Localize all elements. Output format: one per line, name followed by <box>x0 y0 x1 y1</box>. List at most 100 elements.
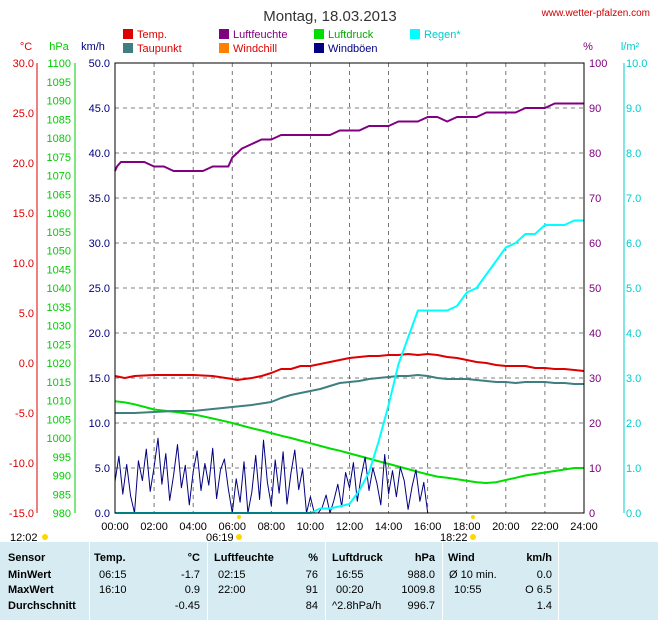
rain-axis-tick-label: 10.0 <box>626 58 647 70</box>
pressure-axis-tick-label: 1000 <box>47 433 71 445</box>
chart-legend: Temp. Luftfeuchte Luftdruck Regen* Taupunkt W… <box>123 29 461 55</box>
pressure-axis-tick-label: 1055 <box>47 227 71 239</box>
temp-axis-tick-label: 25.0 <box>13 108 34 120</box>
weather-chart: Montag, 18.03.2013 www.wetter-pfalzen.co… <box>8 8 650 542</box>
pressure-axis-tick-label: 1030 <box>47 321 71 333</box>
chart-grid <box>115 63 584 513</box>
pressure-axis-tick-label: 995 <box>53 452 71 464</box>
temp-axis-tick-label: 5.0 <box>19 308 34 320</box>
x-axis-tick-label: 04:00 <box>179 521 207 533</box>
series-line-luftdruck <box>114 400 584 484</box>
humidity-axis-tick-label: 100 <box>589 58 607 70</box>
temp-axis-tick-label: 20.0 <box>13 158 34 170</box>
humidity-axis-tick-label: 50 <box>589 283 601 295</box>
pressure-axis-tick-label: 1090 <box>47 96 71 108</box>
wind-axis-tick-label: 25.0 <box>89 283 110 295</box>
legend-swatch <box>123 29 133 39</box>
wind-axis-tick-label: 40.0 <box>89 148 110 160</box>
stats-temp-time: 06:15 <box>99 569 127 581</box>
humidity-axis-tick-label: 60 <box>589 238 601 250</box>
humidity-axis-unit: % <box>583 41 593 53</box>
wind-axis-tick-label: 5.0 <box>95 463 110 475</box>
pressure-axis-tick-label: 1040 <box>47 283 71 295</box>
stats-temp-value: 0.9 <box>184 584 200 596</box>
stats-wind-time: Ø 10 min. <box>449 569 497 581</box>
x-axis-tick-label: 02:00 <box>140 521 168 533</box>
pressure-axis-tick-label: 1010 <box>47 396 71 408</box>
rain-axis-tick-label: 1.0 <box>626 463 641 475</box>
pressure-axis-tick-label: 1035 <box>47 302 71 314</box>
series-line-luftfeuchte <box>114 102 584 172</box>
x-axis-tick-label: 06:00 <box>218 521 246 533</box>
pressure-axis-tick-label: 1060 <box>47 208 71 220</box>
legend-entry-label: Luftfeuchte <box>233 29 287 41</box>
rain-axis-tick-label: 5.0 <box>626 283 641 295</box>
rain-axis-tick-label: 4.0 <box>626 328 641 340</box>
pressure-axis-tick-label: 985 <box>53 489 71 501</box>
rain-axis-tick-label: 3.0 <box>626 373 641 385</box>
sun-icon <box>42 534 48 540</box>
axis-ticks: 30.0 25.0 20.0 15.0 10.0 5.0 0.0 -5.0 -10.0 -15.0… <box>9 58 648 533</box>
stats-humidity-value: 84 <box>305 600 318 612</box>
rain-axis-tick-label: 8.0 <box>626 148 641 160</box>
wind-axis-tick-label: 45.0 <box>89 103 110 115</box>
wind-axis-tick-label: 20.0 <box>89 328 110 340</box>
chart-title: Montag, 18.03.2013 <box>263 8 396 25</box>
stats-header-row: Sensor Temp. °C Luftfeuchte % Luftdruck … <box>0 552 658 567</box>
humidity-axis-tick-label: 20 <box>589 418 601 430</box>
pressure-axis-tick-label: 1080 <box>47 133 71 145</box>
statistics-table: Sensor Temp. °C Luftfeuchte % Luftdruck … <box>0 542 658 620</box>
humidity-axis-tick-label: 40 <box>589 328 601 340</box>
stats-wind-unit: km/h <box>526 552 552 564</box>
humidity-axis-tick-label: 90 <box>589 103 601 115</box>
sunrise-time-label: 06:19 <box>206 532 234 542</box>
x-axis-tick-label: 20:00 <box>492 521 520 533</box>
legend-entry-label: Regen* <box>424 29 461 41</box>
temp-axis-tick-label: 15.0 <box>13 208 34 220</box>
pressure-axis-tick-label: 1075 <box>47 152 71 164</box>
wind-axis-tick-label: 50.0 <box>89 58 110 70</box>
sun-icon <box>470 534 476 540</box>
stats-pressure-header: Luftdruck <box>332 552 383 564</box>
stats-pressure-unit: hPa <box>414 552 435 564</box>
sunset-time-label: 18:22 <box>440 532 468 542</box>
stats-humidity-time: 22:00 <box>218 584 246 596</box>
pressure-axis-tick-label: 1015 <box>47 377 71 389</box>
stats-pressure-time: 00:20 <box>336 584 364 596</box>
x-axis-tick-label: 12:00 <box>336 521 364 533</box>
stats-row-label: Durchschnitt <box>8 600 76 612</box>
stats-pressure-time: 16:55 <box>336 569 364 581</box>
stats-pressure-value: 996.7 <box>407 600 435 612</box>
rain-axis-tick-label: 2.0 <box>626 418 641 430</box>
stats-row-label: MaxWert <box>8 584 54 596</box>
stats-pressure-value: 988.0 <box>407 569 435 581</box>
wind-axis-tick-label: 35.0 <box>89 193 110 205</box>
stats-wind-value: 1.4 <box>536 600 552 612</box>
stats-humidity-unit: % <box>308 552 318 564</box>
x-axis-tick-label: 24:00 <box>570 521 598 533</box>
pressure-axis-tick-label: 1065 <box>47 189 71 201</box>
rain-axis-tick-label: 9.0 <box>626 103 641 115</box>
humidity-axis-tick-label: 0 <box>589 508 595 520</box>
rain-axis-tick-label: 0.0 <box>626 508 641 520</box>
legend-entry-label: Windchill <box>233 43 277 55</box>
x-axis-tick-label: 10:00 <box>297 521 325 533</box>
site-link[interactable]: www.wetter-pfalzen.com <box>541 8 650 19</box>
temp-axis-tick-label: 30.0 <box>13 58 34 70</box>
stats-temp-header: Temp. <box>94 552 126 564</box>
pressure-axis-tick-label: 1045 <box>47 264 71 276</box>
rain-axis-unit: l/m² <box>621 41 640 53</box>
wind-axis-unit: km/h <box>81 41 105 53</box>
stats-wind-value: O 6.5 <box>525 584 552 596</box>
wind-axis-tick-label: 15.0 <box>89 373 110 385</box>
stats-row-label: MinWert <box>8 569 52 581</box>
stats-pressure-value: 1009.8 <box>401 584 435 596</box>
sun-icon <box>236 534 242 540</box>
stats-humidity-header: Luftfeuchte <box>214 552 274 564</box>
legend-swatch <box>314 43 324 53</box>
humidity-axis-tick-label: 70 <box>589 193 601 205</box>
stats-temp-time: 16:10 <box>99 584 127 596</box>
pressure-axis-tick-label: 1020 <box>47 358 71 370</box>
rain-axis-tick-label: 7.0 <box>626 193 641 205</box>
humidity-axis-tick-label: 30 <box>589 373 601 385</box>
